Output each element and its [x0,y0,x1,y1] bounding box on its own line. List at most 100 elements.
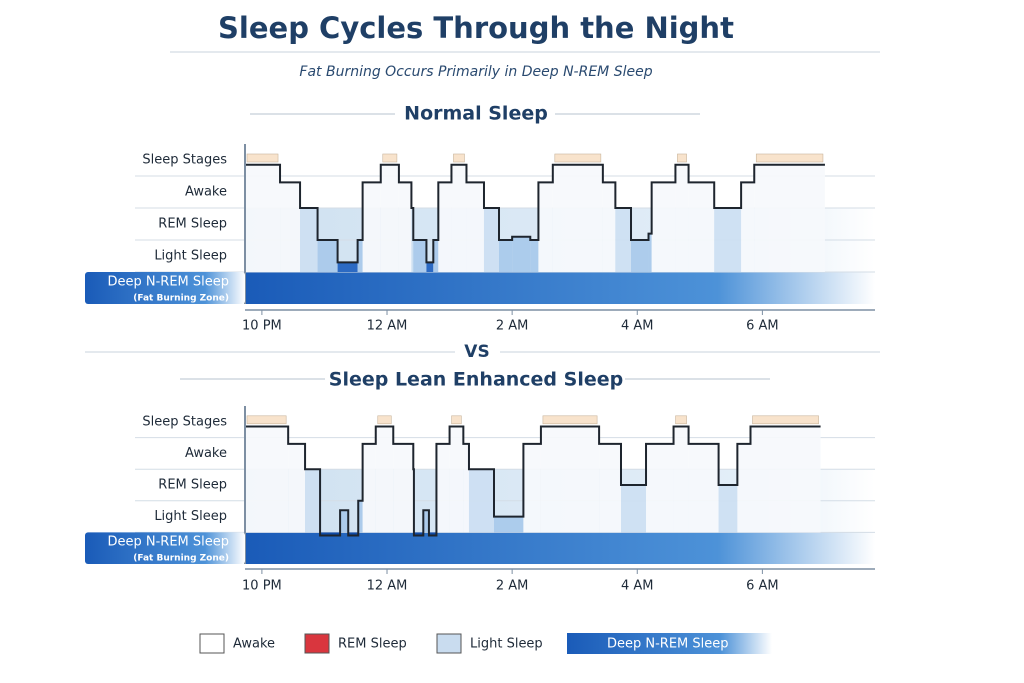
stage-segment [320,532,341,536]
stage-segment [340,510,349,533]
legend-swatch [304,633,330,654]
stage-segment [305,469,321,533]
stage-segment [468,469,494,533]
stage-segment [750,426,821,533]
y-tick-label: Light Sleep [154,509,227,524]
stage-segment [438,182,452,272]
deep-zone [245,272,875,304]
stage-segment [754,164,825,272]
stage-segment [358,500,363,533]
awake-cap [675,415,687,425]
stage-segment [413,240,427,272]
stage-segment [380,164,399,272]
y-tick-label: Light Sleep [154,249,227,264]
legend-label: REM Sleep [338,637,407,652]
legend: Awake REM Sleep Light Sleep Deep N-REM Slee… [199,633,772,654]
x-tick-label: 12 AM [367,319,408,334]
x-tick-label: 4 AM [621,579,654,594]
chart: Sleep Lean Enhanced Sleep Sleep Stages Awa… [85,369,875,594]
stage-segment [317,240,338,272]
stage-segment [428,532,437,536]
stage-segment [538,182,553,272]
legend-label: Deep N-REM Sleep [607,637,729,652]
stage-segment [483,208,500,272]
deep-label-bg [85,272,245,304]
stage-segment [688,443,719,533]
stage-segment [523,443,541,533]
stage-segment [423,510,429,533]
awake-cap [554,153,602,163]
stage-segment [288,443,306,533]
subtitle: Fat Burning Occurs Primarily in Deep N-R… [299,64,652,80]
stage-segment [433,240,439,272]
stage-segment [648,233,652,272]
chart: Normal Sleep Sleep Stages Awake REM Sleep Li… [85,103,875,334]
stage-segment [620,485,647,533]
vs-label: VS [464,342,489,362]
y-tick-label: REM Sleep [158,217,227,232]
stage-segment [375,426,394,533]
x-tick-label: 12 AM [367,579,408,594]
stage-segment [675,164,689,272]
stage-segment [398,182,412,272]
awake-cap [677,153,687,163]
legend-swatch [436,633,462,654]
x-tick-label: 6 AM [746,579,779,594]
stage-segment [413,532,424,536]
stage-segment [337,262,358,272]
x-tick-label: 10 PM [242,579,282,594]
stage-segment [646,443,674,533]
awake-cap [755,153,824,163]
stage-segment [651,182,676,272]
awake-cap [246,153,279,163]
stage-segment [493,516,524,533]
stage-segment [512,236,531,272]
stage-segment [362,182,381,272]
awake-cap [453,153,465,163]
legend-swatch [567,633,772,654]
stage-segment [280,182,301,272]
awake-cap [377,415,392,425]
stage-segment [436,443,450,533]
deep-label-bg [85,532,245,564]
stage-segment [463,443,469,533]
hypnogram-line [245,163,825,264]
chart-title: Normal Sleep [404,103,548,125]
y-tick-label: Deep N-REM Sleep [107,535,229,550]
stage-segment [451,164,467,272]
y-tick-label: Awake [185,185,227,200]
stage-segment [602,182,616,272]
y-tick-label: Sleep Stages [142,414,227,429]
stage-segment [688,182,715,272]
deep-note: (Fat Burning Zone) [133,294,229,304]
x-tick-label: 4 AM [621,319,654,334]
awake-cap [752,415,819,425]
stage-segment [552,164,603,272]
deep-zone [245,532,875,564]
awake-cap [451,415,462,425]
stage-segment [449,426,464,533]
stage-segment [357,240,363,272]
stage-segment [714,208,742,272]
awake-cap [246,415,287,425]
stage-segment [540,426,600,533]
legend-label: Awake [233,637,275,652]
hypnogram-line [245,425,821,537]
x-tick-label: 2 AM [496,579,529,594]
y-tick-label: Sleep Stages [142,153,227,168]
stage-segment [615,208,632,272]
stage-segment [530,240,539,272]
stage-segment [348,532,359,536]
stage-segment [245,426,289,533]
stage-segment [631,240,649,272]
x-tick-label: 10 PM [242,319,282,334]
stage-segment [499,240,513,272]
stage-segment [673,426,689,533]
y-tick-label: Deep N-REM Sleep [107,275,229,290]
y-tick-label: REM Sleep [158,478,227,493]
stage-segment [245,164,281,272]
stage-segment [737,443,751,533]
x-tick-label: 6 AM [746,319,779,334]
legend-label: Light Sleep [470,637,543,652]
